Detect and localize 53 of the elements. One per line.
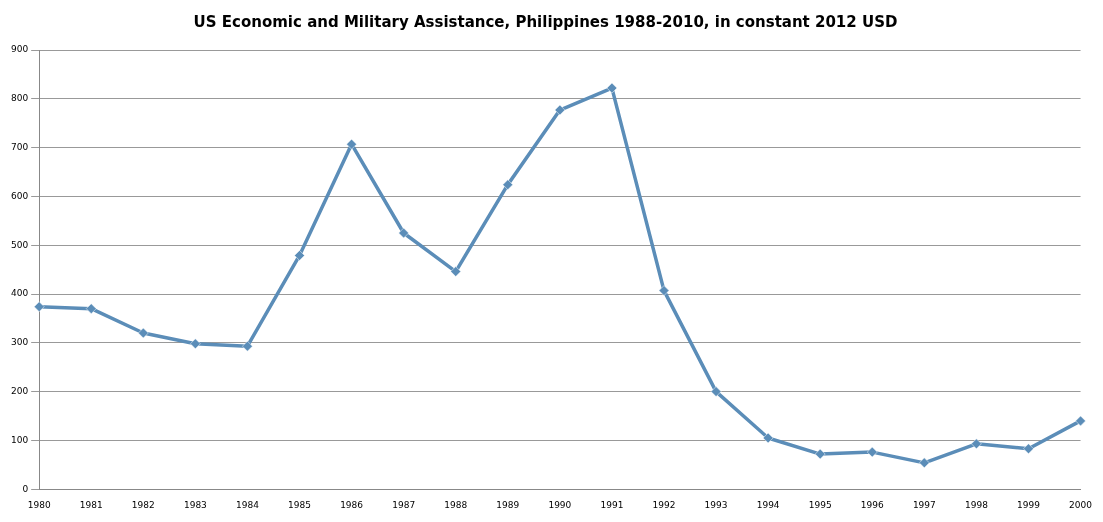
x-tick-label: 1982 (131, 499, 155, 510)
y-tick-label: 600 (10, 190, 29, 201)
x-tick-label: 1999 (1017, 499, 1041, 510)
point (710, 386, 722, 397)
x-tick-label: 1989 (496, 499, 520, 510)
y-tick-label: 800 (10, 93, 29, 104)
x-tick-label: 1984 (236, 499, 260, 510)
point (762, 432, 774, 444)
point (346, 138, 357, 150)
x-tick-label: 1997 (912, 499, 936, 510)
point (606, 82, 618, 94)
x-tick-label: 1983 (183, 499, 207, 510)
x-tick-label: 1996 (860, 499, 884, 510)
point (814, 448, 826, 460)
x-tick-label: 1981 (79, 499, 103, 510)
point (33, 301, 45, 312)
y-tick-label: 300 (10, 337, 29, 348)
point (242, 340, 253, 352)
y-tick-label: 500 (10, 239, 29, 250)
x-tick-label: 1986 (340, 499, 364, 510)
y-tick-label: 400 (10, 288, 29, 299)
x-tick-label: 1993 (704, 499, 728, 510)
point (658, 285, 670, 296)
y-tick-label: 200 (10, 385, 29, 396)
point (1075, 415, 1086, 427)
point (398, 227, 409, 239)
x-tick-label: 2000 (1069, 499, 1093, 510)
point (294, 250, 305, 261)
x-tick-label: 1980 (27, 499, 51, 510)
x-tick-label: 1985 (288, 499, 311, 510)
point (554, 104, 566, 116)
y-tick-label: 700 (10, 141, 29, 152)
point (502, 179, 514, 190)
x-tick-label: 1991 (600, 499, 624, 510)
x-tick-label: 1995 (808, 499, 832, 510)
x-tick-label: 1987 (392, 499, 416, 510)
point (450, 266, 461, 277)
x-tick-label: 1998 (964, 499, 989, 510)
x-tick-label: 1990 (548, 499, 572, 510)
point (971, 438, 982, 450)
point (190, 338, 201, 350)
point (86, 303, 97, 314)
point (1023, 443, 1034, 454)
x-tick-label: 1988 (444, 499, 468, 510)
point (919, 457, 930, 469)
y-tick-label: 900 (10, 44, 29, 55)
y-tick-label: 0 (22, 483, 29, 494)
chart-title: US Economic and Military Assistance, Philippines 1988-2010, in constant 2012 USD (193, 12, 898, 31)
point (138, 327, 149, 339)
x-tick-label: 1992 (652, 499, 676, 510)
y-tick-label: 100 (10, 434, 29, 445)
point (867, 446, 878, 458)
x-tick-label: 1994 (756, 499, 780, 510)
